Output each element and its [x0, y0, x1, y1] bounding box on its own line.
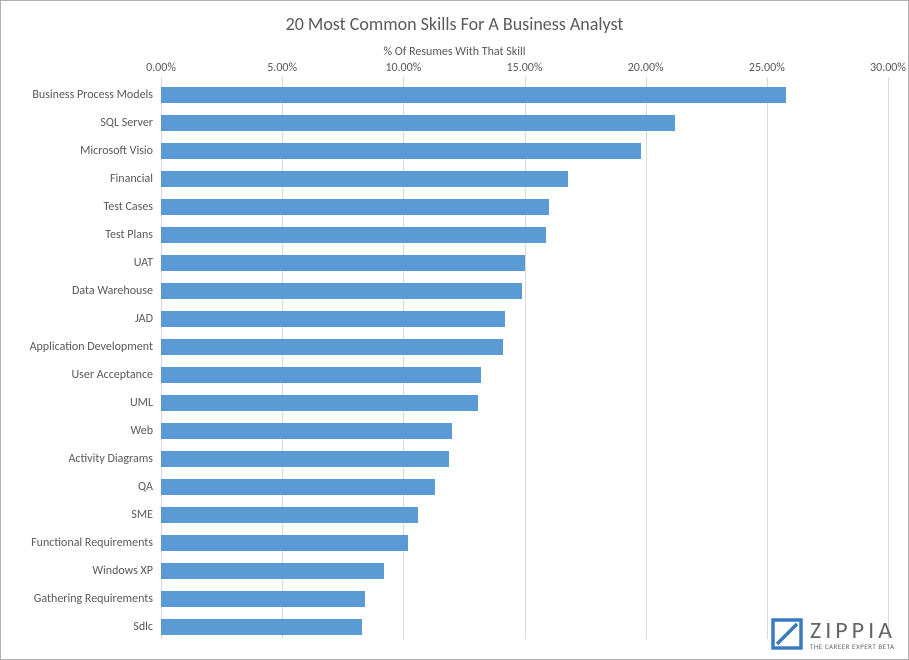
bar-row: Financial	[161, 171, 888, 187]
x-axis-tickmark	[161, 77, 162, 81]
brand-tagline: THE CAREER EXPERT BETA	[810, 643, 896, 650]
bar	[161, 115, 675, 131]
x-axis-tickmark	[282, 77, 283, 81]
y-axis-category-label: Windows XP	[92, 563, 161, 579]
bar-row: Gathering Requirements	[161, 591, 888, 607]
brand-logo: ZIPPIA THE CAREER EXPERT BETA	[770, 617, 896, 651]
y-axis-category-label: SME	[131, 507, 161, 523]
bar-row: SQL Server	[161, 115, 888, 131]
y-axis-category-label: Data Warehouse	[72, 283, 161, 299]
bar	[161, 395, 478, 411]
x-axis-tickmark	[403, 77, 404, 81]
bar	[161, 591, 365, 607]
chart-container: 20 Most Common Skills For A Business Ana…	[0, 0, 909, 660]
x-axis-tick-label: 30.00%	[870, 61, 906, 75]
y-axis-category-label: SQL Server	[100, 115, 161, 131]
chart-title: 20 Most Common Skills For A Business Ana…	[1, 13, 908, 35]
bar	[161, 479, 435, 495]
bar-row: Test Plans	[161, 227, 888, 243]
bar	[161, 283, 522, 299]
plot-area: Business Process Models SQL Server Microso…	[161, 81, 888, 639]
bar	[161, 619, 362, 635]
y-axis-category-label: UML	[130, 395, 161, 411]
bar-row: Web	[161, 423, 888, 439]
x-axis-title: % Of Resumes With That Skill	[1, 45, 908, 59]
bar	[161, 535, 408, 551]
x-axis-tickmark	[525, 77, 526, 81]
bar-row: Business Process Models	[161, 87, 888, 103]
bar-row: Application Development	[161, 339, 888, 355]
x-axis-tick-label: 15.00%	[507, 61, 543, 75]
x-axis-tick-label: 5.00%	[267, 61, 297, 75]
bar-row: SME	[161, 507, 888, 523]
bar	[161, 255, 525, 271]
y-axis-category-label: Sdlc	[133, 619, 161, 635]
x-axis-tick-label: 20.00%	[628, 61, 664, 75]
bar	[161, 143, 641, 159]
y-axis-category-label: Microsoft Visio	[80, 143, 161, 159]
bar-row: User Acceptance	[161, 367, 888, 383]
zippia-logo-icon	[770, 617, 804, 651]
bar-row: UML	[161, 395, 888, 411]
bar	[161, 311, 505, 327]
bar	[161, 339, 503, 355]
bar	[161, 227, 546, 243]
x-axis-tickmark	[888, 77, 889, 81]
y-axis-category-label: Web	[130, 423, 161, 439]
gridline	[403, 81, 404, 639]
y-axis-category-label: Test Plans	[105, 227, 161, 243]
bar-row: QA	[161, 479, 888, 495]
y-axis-category-label: Application Development	[30, 339, 161, 355]
y-axis-category-label: Business Process Models	[32, 87, 161, 103]
x-axis-tickmark	[646, 77, 647, 81]
bar-row: Activity Diagrams	[161, 451, 888, 467]
y-axis-category-label: Gathering Requirements	[34, 591, 161, 607]
x-axis-tick-label: 25.00%	[749, 61, 785, 75]
gridline	[646, 81, 647, 639]
gridline	[767, 81, 768, 639]
bar	[161, 563, 384, 579]
y-axis-category-label: JAD	[135, 311, 161, 327]
bar-row: Data Warehouse	[161, 283, 888, 299]
gridline	[161, 81, 162, 639]
bar-row: Windows XP	[161, 563, 888, 579]
bar-row: Microsoft Visio	[161, 143, 888, 159]
bar	[161, 367, 481, 383]
bar	[161, 171, 568, 187]
bar	[161, 451, 449, 467]
x-axis-tickmark	[767, 77, 768, 81]
bar	[161, 423, 452, 439]
bar-row: JAD	[161, 311, 888, 327]
bar	[161, 507, 418, 523]
gridline	[525, 81, 526, 639]
y-axis-category-label: Functional Requirements	[31, 535, 161, 551]
bar	[161, 199, 549, 215]
y-axis-category-label: User Acceptance	[71, 367, 161, 383]
bar	[161, 87, 786, 103]
bar-row: Functional Requirements	[161, 535, 888, 551]
y-axis-category-label: Activity Diagrams	[68, 451, 161, 467]
y-axis-category-label: QA	[138, 479, 161, 495]
x-axis-tick-label: 0.00%	[146, 61, 176, 75]
bar-row: UAT	[161, 255, 888, 271]
y-axis-category-label: Test Cases	[103, 199, 161, 215]
gridline	[282, 81, 283, 639]
brand-logo-text: ZIPPIA THE CAREER EXPERT BETA	[810, 619, 896, 650]
brand-name: ZIPPIA	[810, 619, 896, 643]
bar-row: Test Cases	[161, 199, 888, 215]
x-axis-tick-label: 10.00%	[385, 61, 421, 75]
y-axis-category-label: UAT	[134, 255, 161, 271]
gridline	[888, 81, 889, 639]
y-axis-category-label: Financial	[110, 171, 161, 187]
